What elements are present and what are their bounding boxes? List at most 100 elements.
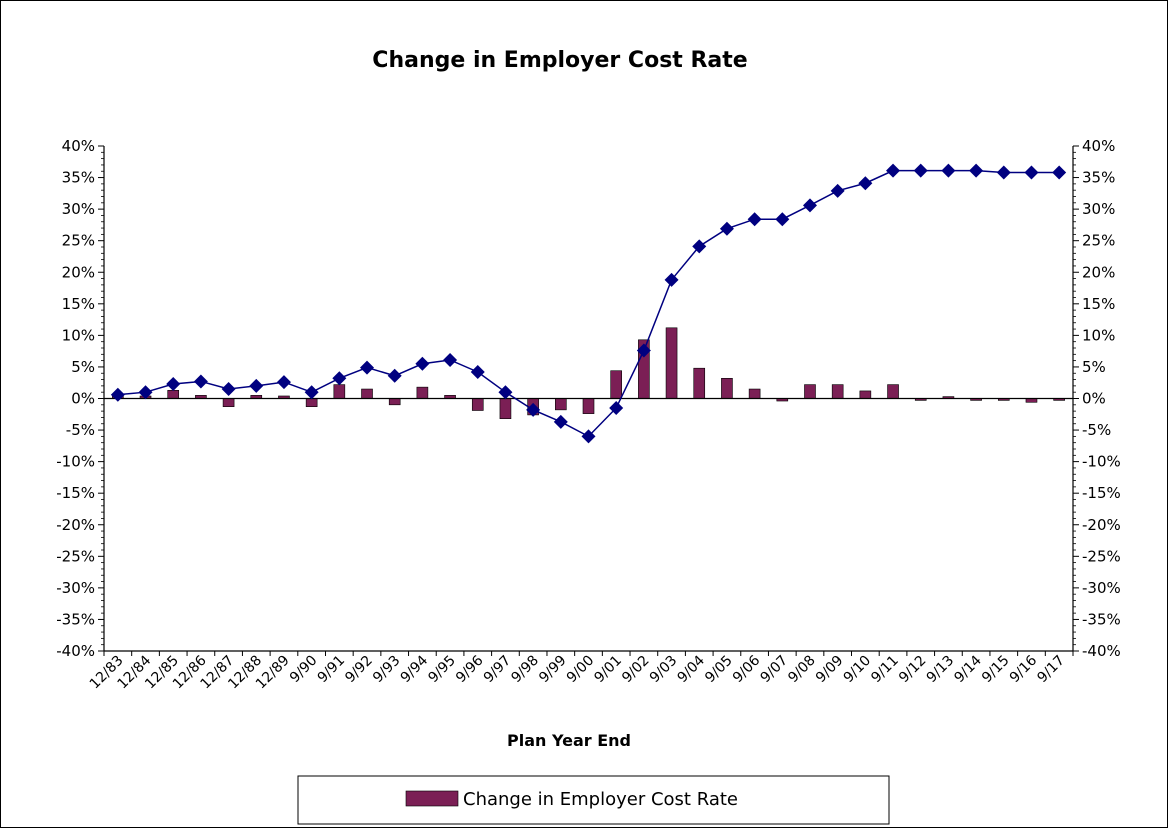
right-y-tick-label: -25% [1082, 547, 1121, 565]
line-marker [332, 371, 347, 386]
line-marker [609, 400, 624, 415]
x-tick-label: 9/93 [370, 653, 404, 687]
line-marker [249, 378, 264, 393]
chart-title: Change in Employer Cost Rate [372, 48, 747, 73]
x-tick-label: 9/13 [924, 653, 958, 687]
left-y-tick-label: -5% [66, 421, 95, 439]
line-marker [138, 385, 153, 400]
right-y-tick-label: 10% [1082, 326, 1115, 344]
x-tick-label: 9/01 [591, 653, 625, 687]
right-y-tick-label: -30% [1082, 579, 1121, 597]
x-tick-label: 9/05 [702, 653, 736, 687]
left-y-tick-label: 25% [62, 232, 95, 250]
line-marker [470, 364, 485, 379]
line-marker [830, 183, 845, 198]
right-y-tick-label: -40% [1082, 642, 1121, 660]
left-y-tick-label: -15% [56, 484, 95, 502]
line-marker [221, 382, 236, 397]
right-y-tick-label: -20% [1082, 516, 1121, 534]
left-y-tick-label: 40% [62, 137, 95, 155]
line-marker [553, 414, 568, 429]
line-marker [443, 352, 458, 367]
line-marker [360, 360, 375, 375]
right-y-tick-label: 25% [1082, 232, 1115, 250]
line-marker [664, 272, 679, 287]
right-y-tick-label: -5% [1082, 421, 1111, 439]
right-y-tick-label: -15% [1082, 484, 1121, 502]
x-tick-label: 9/90 [287, 653, 321, 687]
left-y-tick-label: -25% [56, 547, 95, 565]
bar [361, 388, 373, 399]
legend-label: Change in Employer Cost Rate [463, 789, 738, 810]
bar [333, 384, 346, 399]
left-y-tick-label: 35% [62, 169, 95, 187]
left-y-tick-label: -10% [56, 453, 95, 471]
x-tick-label: 9/97 [481, 653, 515, 687]
line-marker [166, 376, 181, 391]
line-marker [913, 163, 928, 178]
x-tick-label: 9/03 [647, 653, 681, 687]
line-marker [719, 221, 734, 236]
bar [693, 367, 706, 399]
bar [167, 389, 180, 399]
line-marker [498, 385, 513, 400]
x-tick-label: 9/11 [868, 653, 902, 687]
legend: Change in Employer Cost Rate [297, 775, 890, 825]
left-y-tick-label: 30% [62, 200, 95, 218]
x-tick-label: 9/14 [951, 652, 985, 686]
x-tick-label: 9/16 [1007, 652, 1041, 686]
x-tick-label: 9/95 [425, 653, 459, 687]
line-marker [775, 212, 790, 227]
line-marker [996, 165, 1011, 180]
x-tick-label: 9/12 [896, 653, 930, 687]
x-tick-label: 9/91 [315, 653, 349, 687]
bar [471, 398, 484, 411]
x-tick-label: 9/15 [979, 653, 1013, 687]
left-y-tick-label: -20% [56, 516, 95, 534]
right-y-tick-label: -10% [1082, 453, 1121, 471]
line-marker [387, 368, 402, 383]
bar [831, 384, 844, 399]
line-marker [304, 385, 319, 400]
line-marker [802, 198, 817, 213]
left-y-tick-label: -40% [56, 642, 95, 660]
right-y-tick-label: 5% [1082, 358, 1106, 376]
left-y-tick-label: -30% [56, 579, 95, 597]
right-y-tick-label: 40% [1082, 137, 1115, 155]
line-marker [193, 374, 208, 389]
x-tick-label: 9/09 [813, 653, 847, 687]
bar [610, 370, 622, 399]
line-marker [886, 163, 901, 178]
right-y-tick-label: 20% [1082, 263, 1115, 281]
x-tick-label: 9/92 [342, 653, 376, 687]
x-tick-label: 9/02 [619, 653, 653, 687]
bar [721, 377, 733, 399]
left-y-tick-label: 0% [71, 390, 95, 408]
legend-box [297, 775, 890, 825]
x-tick-label: 9/96 [453, 652, 487, 686]
line-marker [526, 402, 541, 417]
line-marker [858, 176, 873, 191]
left-y-tick-label: 20% [62, 263, 95, 281]
line-marker [692, 239, 707, 254]
legend-swatch [405, 790, 459, 807]
x-tick-label: 9/10 [841, 653, 875, 687]
right-y-tick-label: -35% [1082, 610, 1121, 628]
x-tick-label: 9/17 [1034, 653, 1068, 687]
bar [887, 384, 899, 399]
line-marker [941, 163, 956, 178]
bar [222, 398, 235, 408]
x-tick-label: 9/00 [564, 653, 598, 687]
bar [582, 398, 595, 414]
right-y-tick-label: 0% [1082, 390, 1106, 408]
line-marker [969, 163, 984, 178]
line-marker [747, 212, 762, 227]
right-y-tick-label: 15% [1082, 295, 1115, 313]
x-tick-label: 9/94 [398, 652, 432, 686]
right-y-tick-label: 30% [1082, 200, 1115, 218]
x-tick-label: 9/07 [758, 653, 792, 687]
x-tick-label: 9/06 [730, 652, 764, 686]
line-marker [276, 375, 291, 390]
